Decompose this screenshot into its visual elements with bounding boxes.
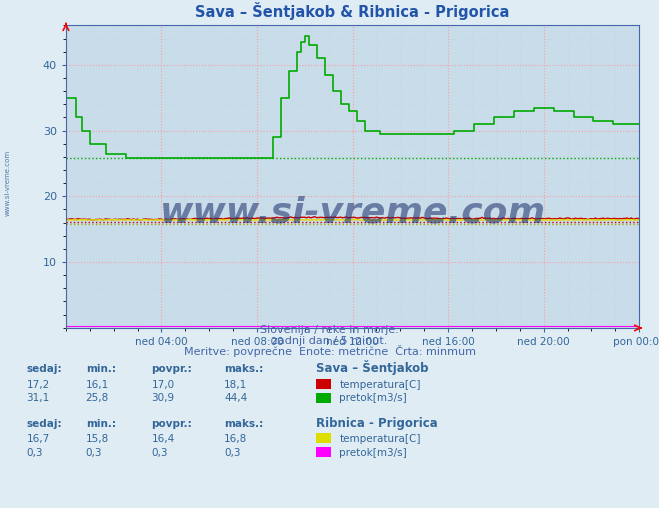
Text: 31,1: 31,1: [26, 393, 49, 403]
Text: min.:: min.:: [86, 419, 116, 429]
Text: pretok[m3/s]: pretok[m3/s]: [339, 393, 407, 403]
Text: 16,7: 16,7: [26, 434, 49, 444]
Text: Slovenija / reke in morje.: Slovenija / reke in morje.: [260, 325, 399, 335]
Text: povpr.:: povpr.:: [152, 364, 192, 374]
Text: pretok[m3/s]: pretok[m3/s]: [339, 448, 407, 458]
Text: 17,2: 17,2: [26, 379, 49, 390]
Title: Sava – Šentjakob & Ribnica - Prigorica: Sava – Šentjakob & Ribnica - Prigorica: [195, 2, 510, 20]
Text: 0,3: 0,3: [86, 448, 102, 458]
Text: min.:: min.:: [86, 364, 116, 374]
Text: 0,3: 0,3: [26, 448, 43, 458]
Text: 44,4: 44,4: [224, 393, 247, 403]
Text: 16,1: 16,1: [86, 379, 109, 390]
Text: sedaj:: sedaj:: [26, 419, 62, 429]
Text: 15,8: 15,8: [86, 434, 109, 444]
Text: www.si-vreme.com: www.si-vreme.com: [5, 150, 11, 216]
Text: zadnji dan / 5 minut.: zadnji dan / 5 minut.: [272, 336, 387, 346]
Text: maks.:: maks.:: [224, 419, 264, 429]
Text: maks.:: maks.:: [224, 364, 264, 374]
Text: sedaj:: sedaj:: [26, 364, 62, 374]
Text: 30,9: 30,9: [152, 393, 175, 403]
Text: 18,1: 18,1: [224, 379, 247, 390]
Text: www.si-vreme.com: www.si-vreme.com: [159, 196, 546, 230]
Text: Ribnica - Prigorica: Ribnica - Prigorica: [316, 417, 438, 430]
Text: 25,8: 25,8: [86, 393, 109, 403]
Text: Meritve: povprečne  Enote: metrične  Črta: minmum: Meritve: povprečne Enote: metrične Črta:…: [183, 345, 476, 357]
Text: 16,8: 16,8: [224, 434, 247, 444]
Text: Sava – Šentjakob: Sava – Šentjakob: [316, 360, 429, 375]
Text: 17,0: 17,0: [152, 379, 175, 390]
Text: povpr.:: povpr.:: [152, 419, 192, 429]
Text: 16,4: 16,4: [152, 434, 175, 444]
Text: 0,3: 0,3: [152, 448, 168, 458]
Text: temperatura[C]: temperatura[C]: [339, 379, 421, 390]
Text: 0,3: 0,3: [224, 448, 241, 458]
Text: temperatura[C]: temperatura[C]: [339, 434, 421, 444]
